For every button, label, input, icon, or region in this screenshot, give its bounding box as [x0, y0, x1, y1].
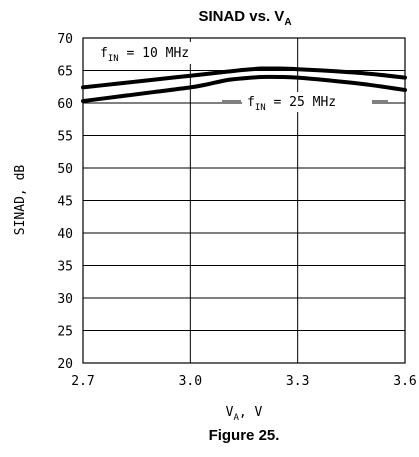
- series-label-10mhz-sub: IN: [108, 54, 119, 64]
- x-axis-label-unit: , V: [239, 405, 263, 420]
- series-label-25mhz-value: = 25 MHz: [266, 95, 336, 110]
- y-tick-label-50: 50: [57, 162, 73, 177]
- y-tick-label-70: 70: [57, 32, 73, 47]
- x-axis-label-main: V: [226, 405, 234, 420]
- x-tick-label-3-6: 3.6: [393, 374, 416, 389]
- y-axis-ticks: 20 25 30 35 40 45 50 55 60 65 70: [57, 32, 73, 372]
- chart-title-main: SINAD vs. V: [198, 8, 284, 25]
- label-10mhz-background: [95, 42, 213, 64]
- series-label-25mhz-f: f: [247, 95, 255, 110]
- series-line-25mhz: [81, 74, 407, 104]
- y-tick-label-25: 25: [57, 325, 73, 340]
- y-tick-label-45: 45: [57, 195, 73, 210]
- y-tick-label-60: 60: [57, 97, 73, 112]
- y-tick-label-65: 65: [57, 65, 73, 80]
- label-25mhz-background: [242, 92, 372, 112]
- y-tick-label-30: 30: [57, 292, 73, 307]
- y-tick-label-55: 55: [57, 130, 73, 145]
- x-tick-label-3-3: 3.3: [286, 374, 309, 389]
- y-tick-label-20: 20: [57, 357, 73, 372]
- series-label-25mhz: fIN = 25 MHz: [247, 95, 336, 113]
- chart-title: SINAD vs. VA: [198, 8, 291, 28]
- x-tick-label-2-7: 2.7: [71, 374, 94, 389]
- figure-caption: Figure 25.: [209, 427, 280, 444]
- series-line-10mhz: [81, 66, 407, 90]
- plot-frame: [82, 37, 406, 364]
- y-axis-label: SINAD, dB: [13, 165, 28, 236]
- grid: [83, 38, 405, 363]
- x-axis-ticks: 2.7 3.0 3.3 3.6: [71, 374, 416, 389]
- series-label-10mhz: fIN = 10 MHz: [100, 46, 189, 64]
- series-label-25mhz-sub: IN: [255, 103, 266, 113]
- series-label-10mhz-value: = 10 MHz: [119, 46, 189, 61]
- series-group: [81, 66, 407, 104]
- series-label-10mhz-f: f: [100, 46, 108, 61]
- x-tick-label-3-0: 3.0: [179, 374, 202, 389]
- y-tick-label-40: 40: [57, 227, 73, 242]
- chart-title-subscript: A: [284, 17, 291, 28]
- y-tick-label-35: 35: [57, 260, 73, 275]
- x-axis-label-sub: A: [233, 413, 239, 423]
- x-axis-label: VA, V: [226, 405, 263, 423]
